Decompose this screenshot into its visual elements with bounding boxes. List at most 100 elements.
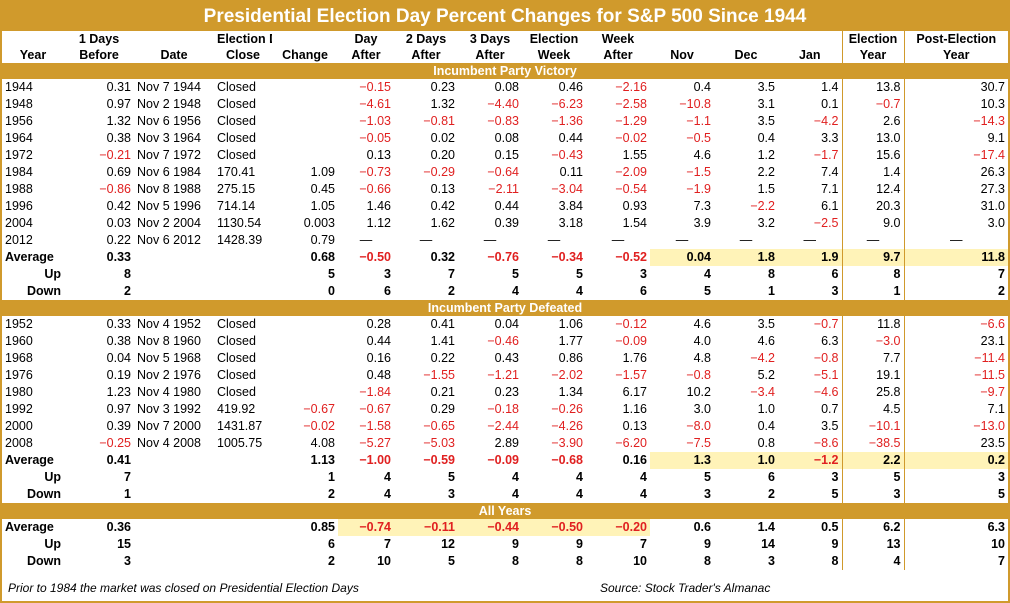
table-cell: 1.4 xyxy=(841,164,904,181)
summary-cell xyxy=(134,553,214,570)
table-cell: −2.5 xyxy=(813,216,839,230)
table-cell: 1988 xyxy=(5,182,33,196)
summary-cell xyxy=(134,486,214,503)
table-cell: 0.97 xyxy=(106,97,131,111)
summary-cell xyxy=(214,249,272,266)
table-cell: 4.6 xyxy=(757,334,775,348)
summary-cell: 3 xyxy=(124,554,131,568)
summary-cell: 1.3 xyxy=(650,452,714,469)
table-cell: 0.15 xyxy=(494,148,519,162)
down-row: Down 1 2 4 3 4 4 4 3 2 5 3 5 xyxy=(2,486,1008,503)
table-cell xyxy=(272,384,338,401)
table-cell: 2012 xyxy=(5,233,33,247)
table-cell: Nov 8 1960 xyxy=(137,334,201,348)
up-row: Up 8 5 3 7 5 5 3 4 8 6 8 7 xyxy=(2,266,1008,283)
table-cell: 0.42 xyxy=(106,199,131,213)
summary-cell: 8 xyxy=(704,554,711,568)
table-cell: Closed xyxy=(217,80,256,94)
summary-cell: 0.16 xyxy=(622,453,647,467)
table-row: 1960 0.38 Nov 8 1960 Closed 0.44 1.41 −0.46 1.7… xyxy=(2,333,1008,350)
table-cell: −0.7 xyxy=(841,96,904,113)
table-cell: −1.9 xyxy=(686,182,711,196)
table-cell: −2.16 xyxy=(615,80,647,94)
table-cell: Closed xyxy=(217,385,256,399)
table-cell: 0.69 xyxy=(106,165,131,179)
table-cell: 3.5 xyxy=(821,419,839,433)
table-cell: 0.44 xyxy=(558,131,583,145)
table-cell: 170.41 xyxy=(217,165,256,179)
table-cell: 0.8 xyxy=(757,436,775,450)
table-cell: 4.08 xyxy=(310,436,335,450)
summary-cell: 4 xyxy=(384,487,391,501)
up-row: Up 7 1 4 5 4 4 4 5 6 3 5 3 xyxy=(2,469,1008,486)
table-cell: 0.23 xyxy=(494,385,519,399)
table-cell: 0.21 xyxy=(430,385,455,399)
table-cell xyxy=(272,79,338,96)
table-cell: 2004 xyxy=(5,216,33,230)
table-cell: 13.0 xyxy=(841,130,904,147)
table-cell: 13.8 xyxy=(841,79,904,96)
table-cell: Nov 7 2000 xyxy=(137,419,201,433)
table-cell: 0.13 xyxy=(622,419,647,433)
summary-cell: 7 xyxy=(903,266,1008,283)
table-cell: 1.34 xyxy=(558,385,583,399)
summary-cell: 3 xyxy=(903,469,1008,486)
summary-cell: 0.6 xyxy=(693,520,711,534)
summary-cell: 6 xyxy=(640,284,647,298)
table-cell: Closed xyxy=(217,148,256,162)
table-cell: Nov 5 1968 xyxy=(137,351,201,365)
table-cell: −2.44 xyxy=(487,419,519,433)
summary-cell: 6 xyxy=(831,267,839,281)
table-cell: — xyxy=(903,232,1008,249)
table-cell: 0.1 xyxy=(821,97,839,111)
table-cell: −6.20 xyxy=(615,436,647,450)
header-1-days-before: 1 Days xyxy=(78,32,120,46)
footer: Prior to 1984 the market was closed on P… xyxy=(8,581,1002,599)
summary-cell: 3 xyxy=(384,267,391,281)
table-row: 2012 0.22 Nov 6 2012 1428.39 0.79— — — — — — — — — — xyxy=(2,232,1008,249)
header-year-3: Year xyxy=(841,47,904,63)
table-cell: 1.23 xyxy=(106,385,131,399)
table-cell: — xyxy=(483,233,497,247)
table-cell: 0.33 xyxy=(106,317,131,331)
table-cell: 1976 xyxy=(5,368,33,382)
summary-cell: 5 xyxy=(831,487,839,501)
section-label: All Years xyxy=(2,503,1008,519)
summary-cell: 5 xyxy=(704,470,711,484)
table-cell xyxy=(272,96,338,113)
summary-cell: 7 xyxy=(903,553,1008,570)
summary-cell: −0.74 xyxy=(338,519,394,536)
table-cell xyxy=(272,130,338,147)
table-cell: 0.42 xyxy=(430,199,455,213)
header-election-day: Election Day xyxy=(217,32,272,46)
table-cell: 0.97 xyxy=(106,402,131,416)
table-cell: 2008 xyxy=(5,436,33,450)
summary-cell: 4 xyxy=(640,487,647,501)
summary-cell: 15 xyxy=(117,537,131,551)
table-cell: 0.4 xyxy=(693,80,711,94)
table-cell: −0.7 xyxy=(813,317,839,331)
summary-cell: 5 xyxy=(576,267,583,281)
table-cell: −5.27 xyxy=(359,436,391,450)
table-cell: −4.26 xyxy=(551,419,583,433)
table-cell: 19.1 xyxy=(841,367,904,384)
summary-cell: −0.11 xyxy=(394,519,458,536)
summary-cell: 6.2 xyxy=(841,519,904,536)
header-2-days-after: 2 Days xyxy=(405,32,447,46)
summary-cell xyxy=(214,519,272,536)
table-cell: 3.2 xyxy=(757,216,775,230)
header-row-2: Year Before Date Close Change After After After… xyxy=(2,47,1008,63)
table-cell: Nov 5 1996 xyxy=(137,199,201,213)
table-cell: 3.1 xyxy=(757,97,775,111)
table-cell: −1.5 xyxy=(686,165,711,179)
table-cell: 0.79 xyxy=(310,233,335,247)
table-cell: −0.73 xyxy=(359,165,391,179)
table-cell: 0.16 xyxy=(366,351,391,365)
table-cell: −3.90 xyxy=(551,436,583,450)
table-cell: −2.09 xyxy=(615,165,647,179)
summary-cell: 7 xyxy=(384,537,391,551)
table-row: 2000 0.39 Nov 7 2000 1431.87 −0.02 −1.58 −0.65… xyxy=(2,418,1008,435)
table-cell: 5.2 xyxy=(757,368,775,382)
table-cell: 2.6 xyxy=(841,113,904,130)
summary-cell: 3 xyxy=(841,486,904,503)
